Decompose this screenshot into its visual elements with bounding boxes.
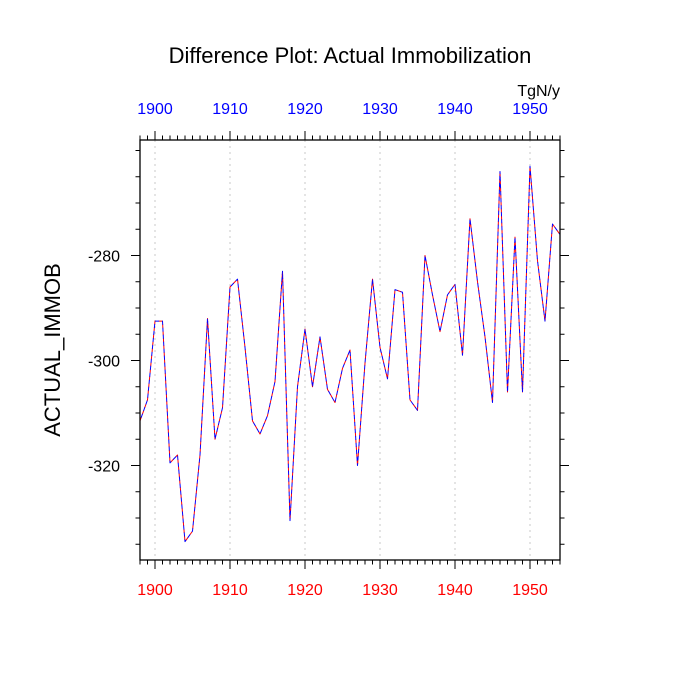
x-tick-label-bottom-1930: 1930: [362, 582, 398, 599]
grid-lines: [154, 140, 531, 560]
series-a-line: [139, 165, 561, 543]
x-tick-label-bottom-1940: 1940: [437, 582, 473, 599]
x-tick-label-bottom-1900: 1900: [137, 582, 173, 599]
x-tick-label-top-1900: 1900: [137, 101, 173, 118]
x-tick-label-top-1940: 1940: [437, 101, 473, 118]
x-tick-label-bottom-1950: 1950: [512, 582, 548, 599]
y-tick-label--300: -300: [88, 354, 120, 371]
chart-title: Difference Plot: Actual Immobilization: [169, 43, 532, 68]
x-tick-label-top-1930: 1930: [362, 101, 398, 118]
y-tick-label--320: -320: [88, 459, 120, 476]
y-axis-label: ACTUAL_IMMOB: [40, 263, 65, 437]
x-tick-label-bottom-1920: 1920: [287, 582, 323, 599]
x-tick-label-top-1950: 1950: [512, 101, 548, 118]
x-tick-label-top-1920: 1920: [287, 101, 323, 118]
axis-ticks: 1900 1900 1910 1910 1920 1920 1930 1930 1940 1940…: [88, 101, 569, 599]
y-tick-label--280: -280: [88, 249, 120, 266]
series-group: [139, 165, 561, 543]
plot-frame: [139, 139, 561, 561]
x-tick-label-bottom-1910: 1910: [212, 582, 248, 599]
x-tick-label-top-1910: 1910: [212, 101, 248, 118]
units-label: TgN/y: [517, 83, 560, 100]
